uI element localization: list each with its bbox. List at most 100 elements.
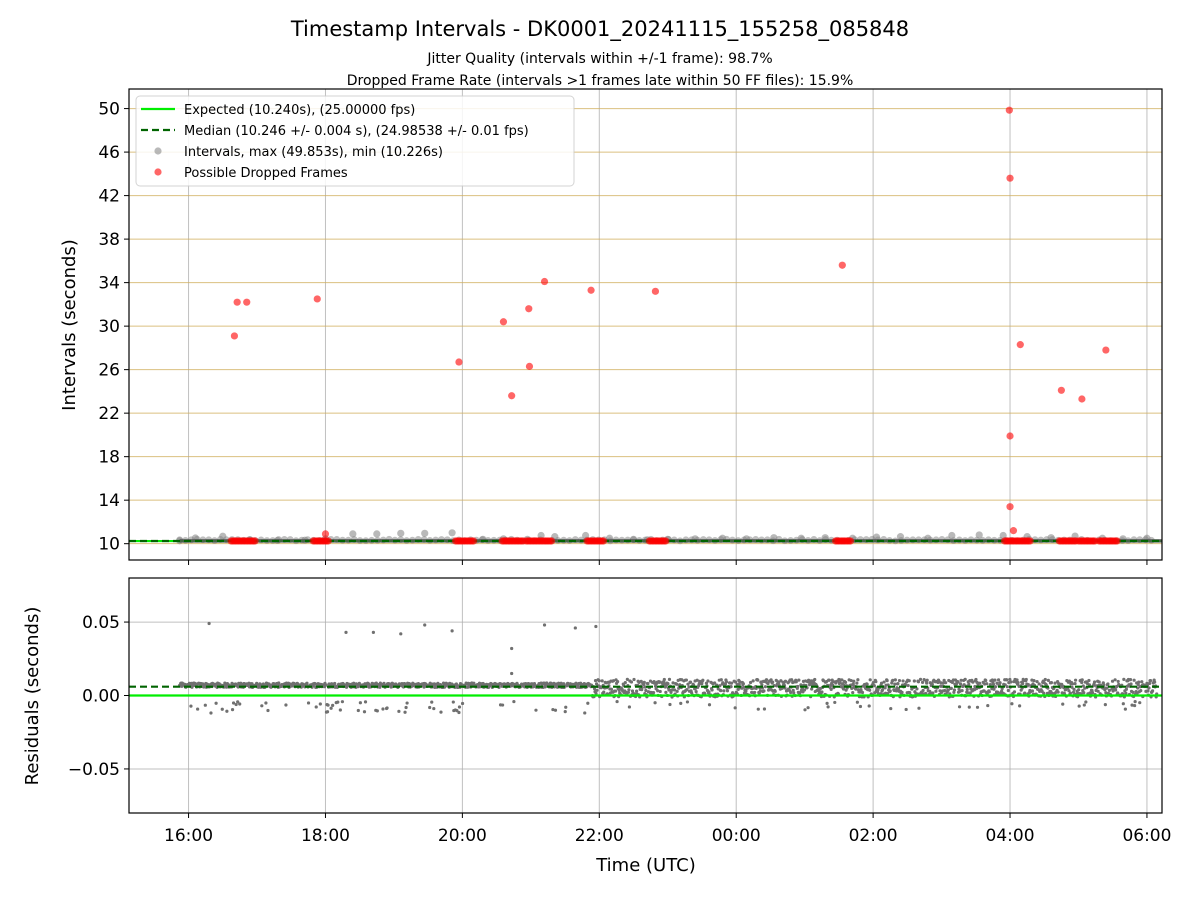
residual-point [1073, 681, 1077, 686]
residual-point [930, 682, 934, 686]
residual-point [615, 699, 619, 704]
residual-point [667, 688, 671, 692]
residual-point [874, 680, 878, 684]
residual-point [741, 682, 745, 686]
residual-point [751, 679, 755, 683]
residual-point [203, 703, 207, 707]
residual-point [1080, 678, 1084, 682]
dropped-frame-point [470, 537, 478, 545]
residual-point [949, 686, 953, 691]
residual-point [924, 691, 928, 696]
residual-point [851, 682, 855, 686]
residual-point [1105, 686, 1109, 690]
residual-point [891, 678, 895, 682]
dropped-frame-point [662, 537, 670, 545]
residual-point [958, 682, 963, 686]
residual-point [900, 690, 904, 694]
residual-point [762, 689, 766, 693]
residual-point [791, 688, 795, 692]
residual-point [331, 703, 335, 708]
residual-point [563, 710, 567, 714]
residual-point [977, 681, 982, 685]
residual-point [375, 709, 379, 713]
residual-point [725, 689, 730, 693]
residual-point [1131, 690, 1135, 694]
residual-point [1015, 678, 1019, 682]
residual-point [700, 682, 704, 686]
residual-point [314, 705, 318, 709]
residual-point [207, 621, 211, 626]
residual-point [813, 677, 817, 682]
residual-point [340, 700, 345, 704]
legend-entry-label: Expected (10.240s), (25.00000 fps) [184, 103, 415, 118]
residual-point [794, 680, 798, 684]
residual-point [872, 684, 876, 688]
residual-point [553, 708, 558, 712]
residual-point [998, 681, 1002, 685]
residual-point [356, 708, 360, 713]
dropped-frame-point [525, 362, 534, 370]
residual-point [627, 705, 632, 709]
residual-point [1026, 682, 1030, 687]
intervals-y-tick-label: 22 [98, 404, 120, 424]
residual-point [1114, 688, 1118, 692]
residual-point [1139, 689, 1143, 693]
residual-point [925, 681, 929, 685]
residual-point [209, 711, 213, 715]
residual-point [912, 679, 916, 683]
residual-point [512, 699, 516, 704]
dropped-frame-point [321, 530, 330, 538]
residual-point [662, 680, 666, 684]
residual-point [827, 678, 831, 682]
residual-point [796, 684, 800, 689]
residual-point [325, 710, 330, 714]
residual-point [957, 705, 962, 709]
residual-point [196, 707, 200, 711]
dropped-frame-point [1113, 537, 1121, 545]
residual-point [760, 683, 764, 687]
residual-point [236, 700, 240, 704]
residual-point [925, 678, 929, 682]
residual-point [920, 680, 925, 684]
residual-point [336, 700, 340, 704]
residual-point [261, 682, 265, 686]
residual-point [646, 682, 650, 686]
residuals-y-tick-label: 0.05 [82, 613, 120, 633]
residual-point [1049, 681, 1054, 685]
residual-point [1106, 682, 1110, 686]
residual-point [1137, 680, 1141, 684]
residuals-x-tick-label: 16:00 [164, 826, 213, 846]
dropped-frame-point [1005, 106, 1013, 114]
residual-point [625, 677, 629, 681]
residual-point [423, 623, 427, 627]
residual-point [734, 680, 738, 684]
legend-interval-swatch [154, 147, 162, 155]
residual-point [428, 705, 432, 710]
residual-point [707, 690, 711, 694]
legend-box [135, 95, 575, 187]
residual-point [858, 704, 863, 709]
residual-point [820, 690, 824, 694]
residual-point [586, 701, 590, 705]
residual-point [1005, 678, 1009, 682]
residual-point [1008, 677, 1012, 682]
residual-point [627, 688, 631, 692]
dropped-frame-point [651, 287, 660, 295]
residual-point [1097, 680, 1101, 684]
residual-point [551, 707, 555, 712]
residual-point [600, 679, 604, 683]
dropped-frame-point [525, 305, 533, 313]
residual-point [1072, 687, 1076, 691]
residual-point [991, 682, 996, 686]
residual-point [277, 681, 281, 685]
residual-point [719, 678, 723, 682]
residual-point [1133, 700, 1137, 704]
residual-point [264, 701, 268, 705]
residual-point [1042, 691, 1046, 695]
residual-point [1009, 680, 1013, 684]
residual-point [885, 679, 889, 683]
residual-point [679, 701, 683, 705]
residual-point [611, 679, 616, 683]
residual-point [963, 677, 967, 681]
residual-point [893, 678, 897, 682]
